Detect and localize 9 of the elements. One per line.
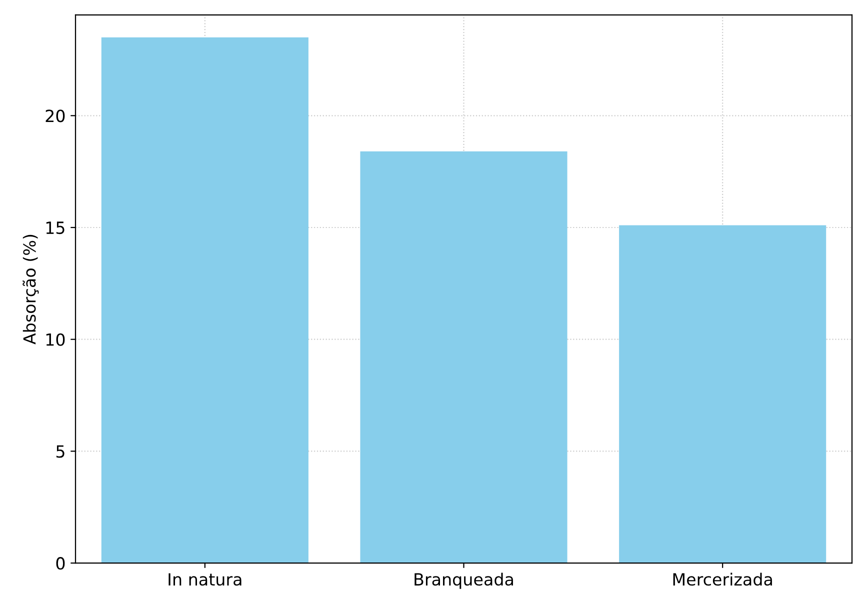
x-tick-label: In natura — [168, 573, 242, 586]
y-tick-label: 15 — [46, 222, 64, 234]
x-tick-label: Branqueada — [414, 572, 513, 589]
y-tick-label: 5 — [56, 445, 64, 458]
y-tick-label: 0 — [56, 557, 65, 570]
y-tick-label: 20 — [46, 110, 65, 122]
y-axis-title: Absorção (%) — [22, 234, 39, 344]
y-tick-label: 10 — [46, 333, 65, 346]
x-tick-label: Mercerizada — [673, 572, 772, 586]
